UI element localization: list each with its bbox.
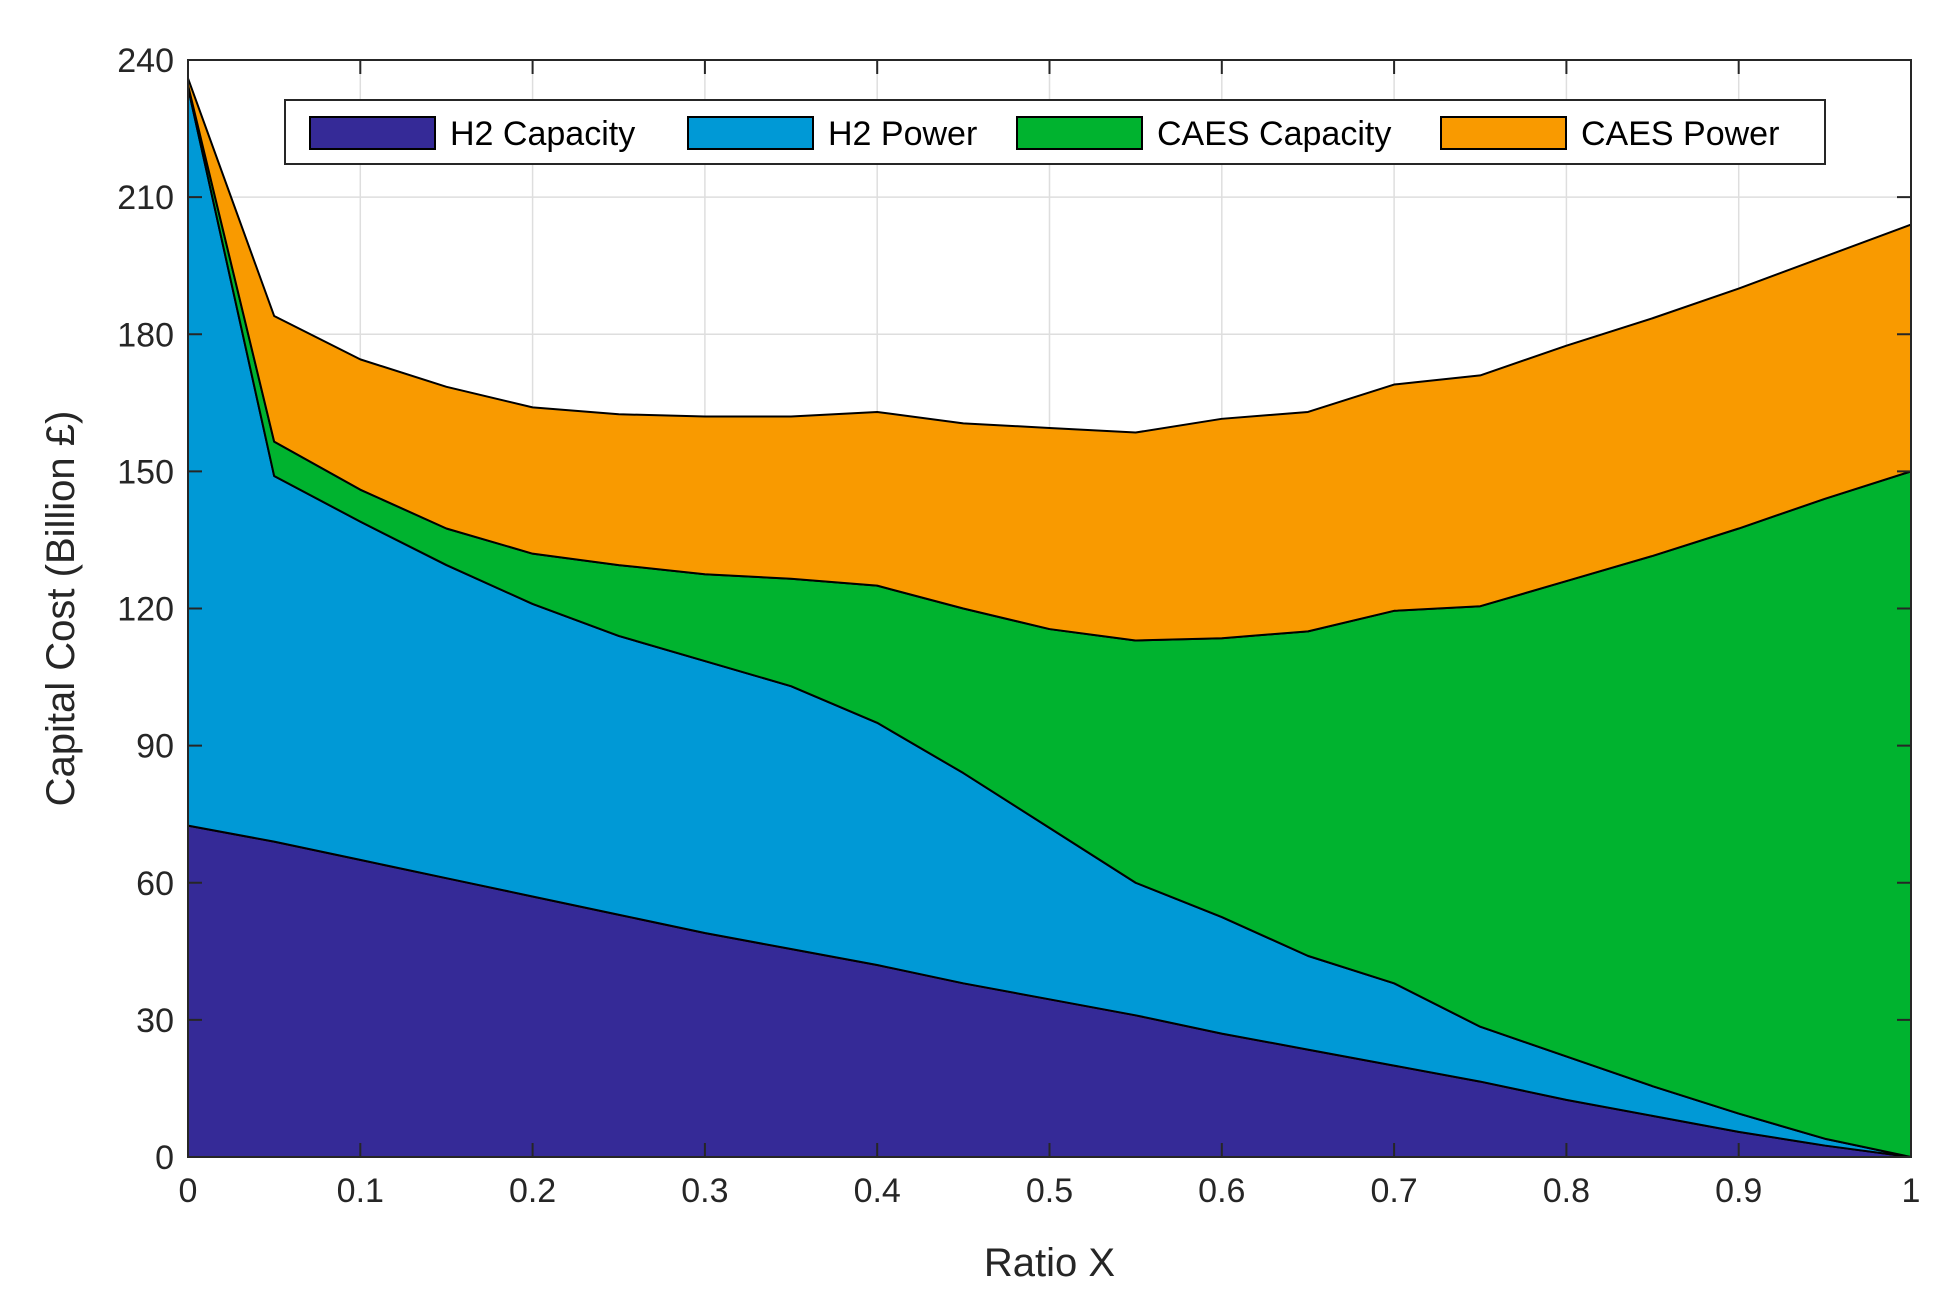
x-tick-labels: 0 0.1 0.2 0.3 0.4 0.5 0.6 0.7 0.8 0.9 1	[179, 1172, 1921, 1210]
y-tick-label-1: 30	[136, 1002, 174, 1040]
axis-ticks	[187, 59, 1912, 1158]
legend-swatch-caes-power	[1440, 116, 1567, 150]
x-tick-label-7: 0.7	[1370, 1172, 1417, 1210]
x-tick-label-1: 0.1	[337, 1172, 384, 1210]
y-tick-label-8: 240	[117, 42, 174, 80]
y-tick-label-3: 90	[136, 728, 174, 766]
x-tick-label-10: 1	[1902, 1172, 1921, 1210]
x-tick-label-6: 0.6	[1198, 1172, 1245, 1210]
y-tick-label-5: 150	[117, 453, 174, 491]
x-tick-label-0: 0	[179, 1172, 198, 1210]
legend-label-caes-power: CAES Power	[1581, 115, 1779, 153]
y-tick-label-2: 60	[136, 865, 174, 903]
y-tick-label-0: 0	[155, 1139, 174, 1177]
legend-swatch-h2-capacity	[309, 116, 436, 150]
legend-label-caes-capacity: CAES Capacity	[1157, 115, 1391, 153]
x-axis-title: Ratio X	[984, 1241, 1115, 1285]
x-tick-label-4: 0.4	[854, 1172, 901, 1210]
x-tick-label-2: 0.2	[509, 1172, 556, 1210]
x-tick-label-3: 0.3	[681, 1172, 728, 1210]
x-tick-label-8: 0.8	[1543, 1172, 1590, 1210]
y-tick-labels: 0 30 60 90 120 150 180 210 240	[117, 42, 174, 1177]
y-tick-label-7: 210	[117, 179, 174, 217]
legend-swatch-caes-capacity	[1016, 116, 1143, 150]
y-axis-title: Capital Cost (Billion £)	[39, 411, 83, 807]
legend-swatch-h2-power	[687, 116, 814, 150]
x-tick-label-9: 0.9	[1715, 1172, 1762, 1210]
x-tick-label-5: 0.5	[1026, 1172, 1073, 1210]
y-tick-label-4: 120	[117, 591, 174, 629]
legend: H2 Capacity H2 Power CAES Capacity CAES Pow…	[284, 99, 1826, 165]
y-tick-label-6: 180	[117, 316, 174, 354]
legend-label-h2-capacity: H2 Capacity	[450, 115, 635, 153]
legend-label-h2-power: H2 Power	[828, 115, 977, 153]
